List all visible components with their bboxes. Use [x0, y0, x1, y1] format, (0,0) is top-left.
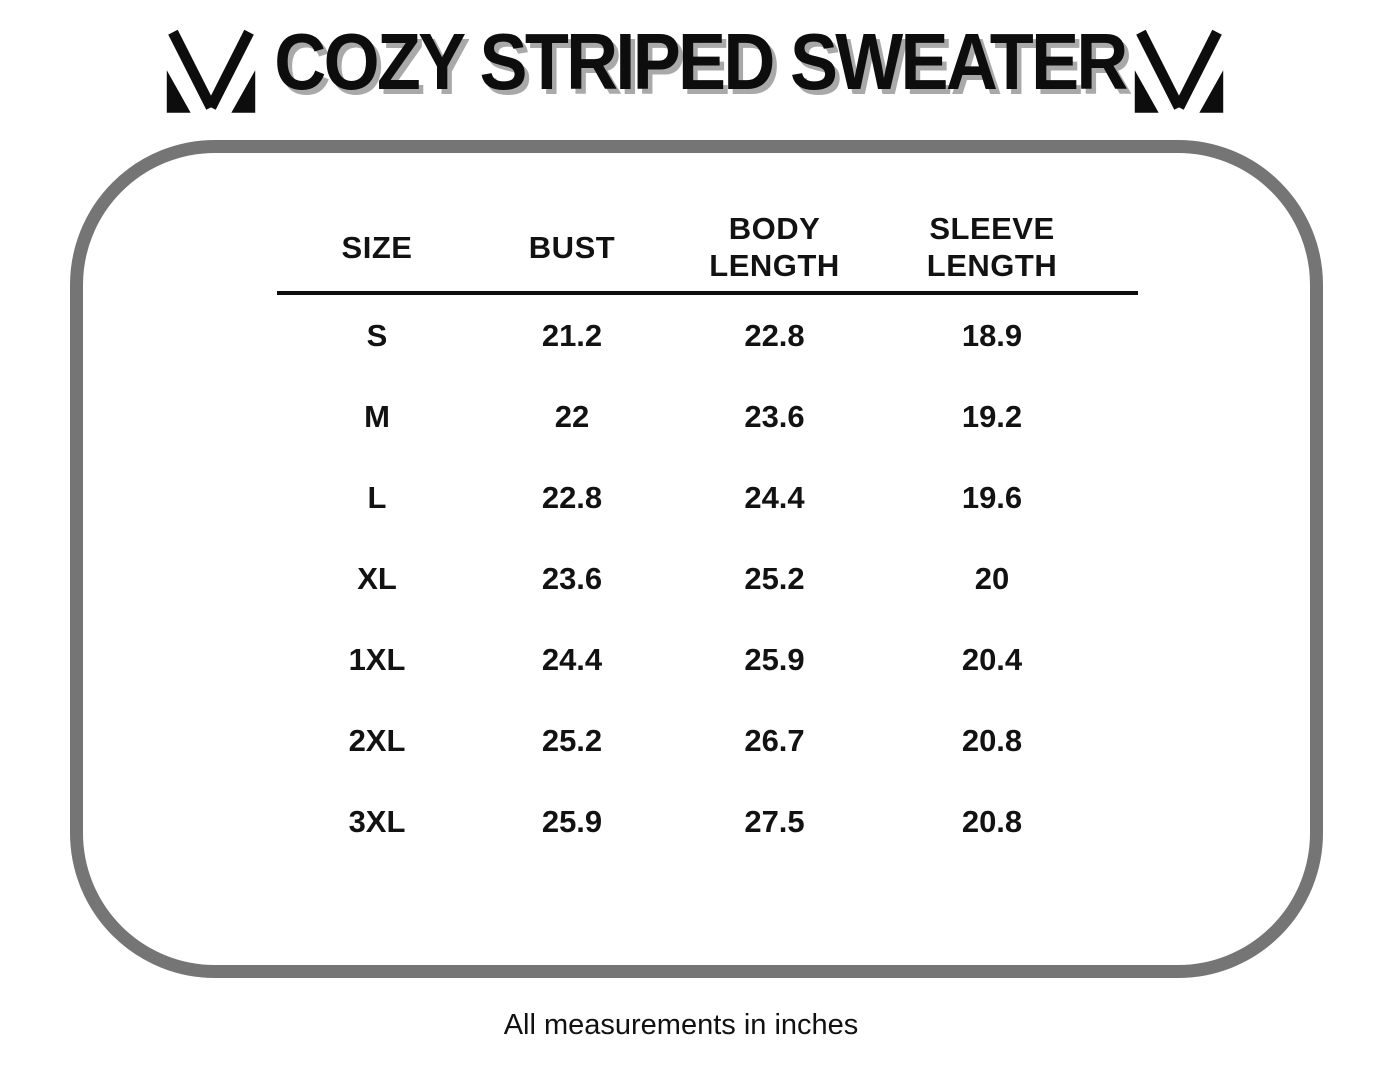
sleeve-length-value: 20.4: [961, 641, 1023, 677]
bust-value: 25.2: [541, 722, 603, 758]
bust-value: 25.9: [541, 803, 603, 839]
bust-value: 22: [554, 398, 590, 434]
size-value: 3XL: [348, 803, 406, 839]
table-row: M 22 23.6 19.2: [277, 376, 1102, 457]
bust-value: 24.4: [541, 641, 603, 677]
bust-value: 23.6: [541, 560, 603, 596]
body-length-value: 26.7: [744, 722, 805, 758]
table-row: XL 23.6 25.2 20: [277, 538, 1102, 619]
body-length-value: 27.5: [744, 803, 805, 839]
table-header-divider: [277, 291, 1138, 295]
brand-monogram-icon: [1133, 28, 1225, 116]
table-row: 2XL 25.2 26.7 20.8: [277, 700, 1102, 781]
size-value: M: [364, 398, 390, 434]
column-header-sleeve-length: SLEEVE LENGTH: [926, 211, 1058, 283]
sleeve-length-value: 18.9: [961, 317, 1023, 353]
sleeve-length-value: 19.6: [961, 479, 1023, 515]
column-header-bust: BUST: [528, 229, 616, 265]
column-header-size: SIZE: [341, 229, 413, 265]
body-length-value: 25.2: [744, 560, 805, 596]
brand-monogram-icon: [165, 28, 257, 116]
body-length-value: 25.9: [744, 641, 805, 677]
size-table: SIZE BUST BODY LENGTH SLEEVE LENGTH S 21…: [277, 205, 1138, 862]
bust-value: 22.8: [541, 479, 603, 515]
sleeve-length-value: 20.8: [961, 722, 1023, 758]
table-header-row: SIZE BUST BODY LENGTH SLEEVE LENGTH: [277, 205, 1102, 289]
table-row: 1XL 24.4 25.9 20.4: [277, 619, 1102, 700]
body-length-value: 24.4: [744, 479, 805, 515]
units-note: All measurements in inches: [503, 1009, 859, 1041]
bust-value: 21.2: [541, 317, 603, 353]
table-row: S 21.2 22.8 18.9: [277, 295, 1102, 376]
sleeve-length-value: 20: [974, 560, 1010, 596]
size-value: XL: [357, 560, 397, 596]
sleeve-length-value: 20.8: [961, 803, 1023, 839]
table-row: L 22.8 24.4 19.6: [277, 457, 1102, 538]
body-length-value: 22.8: [744, 317, 805, 353]
size-value: 2XL: [348, 722, 406, 758]
rounded-frame: [70, 140, 1323, 978]
column-header-body-length: BODY LENGTH: [709, 211, 840, 283]
size-value: S: [366, 317, 388, 353]
table-row: 3XL 25.9 27.5 20.8: [277, 781, 1102, 862]
size-value: L: [367, 479, 387, 515]
page-title: COZY STRIPED SWEATER: [274, 17, 1128, 106]
size-value: 1XL: [348, 641, 406, 677]
body-length-value: 23.6: [744, 398, 805, 434]
sleeve-length-value: 19.2: [961, 398, 1023, 434]
